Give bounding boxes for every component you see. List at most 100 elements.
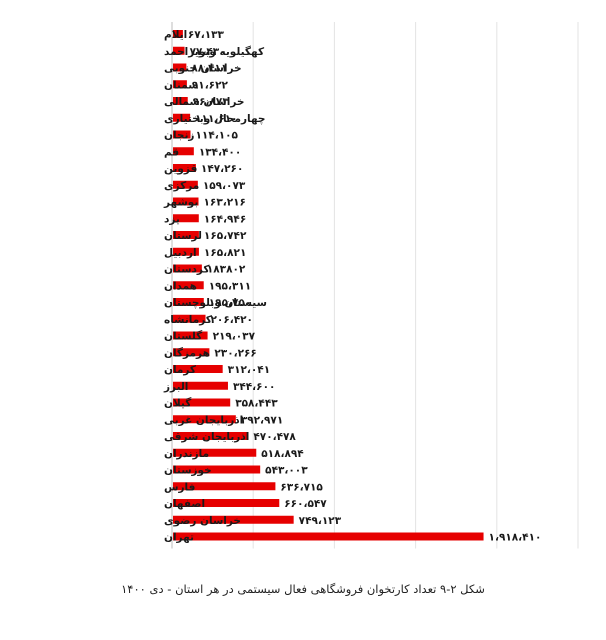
value-label-2: ۸۸،۴۱۱: [191, 63, 227, 75]
value-label-12: ۱۶۵،۷۴۲: [204, 230, 247, 242]
bar-8: [173, 164, 196, 172]
bar-13: [173, 247, 199, 256]
bar-2: [173, 63, 187, 72]
bar-24: [173, 432, 249, 440]
value-label-8: ۱۴۷،۲۶۰: [201, 163, 243, 175]
value-label-9: ۱۵۹،۰۷۳: [203, 180, 246, 192]
bar-15: [173, 281, 204, 290]
category-label-22: گیلان: [164, 397, 192, 410]
bar-26: [173, 465, 261, 474]
value-label-22: ۳۵۸،۴۴۳: [235, 398, 278, 410]
category-label-20: کرمان: [164, 364, 197, 376]
category-label-25: مازندران: [164, 448, 209, 460]
value-label-19: ۲۳۰،۲۶۶: [214, 347, 256, 359]
category-label-10: بوشهر: [163, 197, 198, 209]
category-label-30: تهران: [164, 532, 194, 544]
bar-16: [173, 298, 204, 306]
value-label-16: ۱۹۵،۷۵۰: [209, 297, 251, 309]
bar-30: [173, 532, 484, 541]
category-label-9: مرکزی: [164, 180, 199, 192]
category-label-29: خراسان رضوی: [164, 515, 241, 527]
value-label-28: ۶۶۰،۵۴۷: [284, 498, 327, 510]
grid-lines: [252, 22, 579, 549]
value-label-23: ۳۹۲،۹۷۱: [241, 414, 283, 426]
value-label-14: ۱۸۳۸۰۲: [207, 264, 246, 276]
value-label-13: ۱۶۵،۸۲۱: [204, 247, 246, 259]
value-label-21: ۳۴۴،۶۰۰: [233, 381, 275, 393]
category-label-15: همدان: [164, 280, 197, 292]
value-label-24: ۴۷۰،۴۷۸: [253, 431, 296, 443]
bar-3: [173, 80, 187, 89]
bar-4: [173, 97, 188, 105]
value-label-4: ۹۶،۸۷۳: [193, 96, 230, 108]
value-label-0: ۶۷،۱۳۳: [188, 29, 225, 41]
bar-29: [173, 515, 294, 524]
category-label-12: لرستان: [164, 230, 202, 242]
category-label-16: سیستان وبلوچستان: [164, 297, 267, 309]
bar-chart: ایلام کهگیلویه وبویراحمد خراسان جنوبی سمنان…: [163, 22, 579, 549]
value-label-3: ۹۱،۶۲۲: [192, 79, 229, 91]
category-label-19: هرمزگان: [164, 346, 210, 359]
bar-10: [173, 197, 199, 206]
value-label-25: ۵۱۸،۸۹۴: [261, 448, 304, 460]
category-label-2: خراسان جنوبی: [164, 63, 242, 75]
bar-12: [173, 231, 199, 239]
value-label-11: ۱۶۴،۹۴۶: [204, 213, 246, 225]
category-label-13: اردبیل: [164, 247, 197, 259]
value-label-26: ۵۴۳،۰۰۳: [265, 465, 308, 477]
category-label-26: خوزستان: [164, 465, 212, 477]
value-label-10: ۱۶۳،۲۱۶: [204, 197, 246, 209]
value-label-1: ۷۷،۴۳۰: [190, 46, 226, 58]
category-label-0: ایلام: [164, 29, 187, 41]
chart-caption: شکل ۲-۹ تعداد کارتخوان فروشگاهی فعال سیس…: [121, 582, 485, 596]
bar-25: [173, 448, 257, 457]
bar-7: [173, 147, 194, 156]
category-label-24: اذربایجان شرقی: [164, 431, 249, 443]
bar-22: [173, 398, 231, 407]
category-label-1: کهگیلویه وبویراحمد: [164, 45, 265, 58]
category-label-27: فارس: [164, 481, 195, 493]
value-label-5: ۱۱۱،۶۱۰: [195, 113, 237, 125]
bar-17: [173, 314, 206, 323]
category-label-11: یزد: [164, 213, 180, 225]
bars: [173, 30, 484, 541]
category-label-28: اصفهان: [164, 498, 205, 510]
bar-20: [173, 365, 223, 373]
value-label-20: ۳۱۲،۰۴۱: [228, 364, 270, 376]
bar-0: [173, 30, 183, 38]
category-label-8: قزوین: [164, 163, 197, 175]
value-label-7: ۱۳۴،۴۰۰: [199, 146, 241, 158]
category-label-17: کرمانشاه: [164, 314, 213, 326]
category-label-7: قم: [164, 146, 179, 158]
bar-21: [173, 381, 228, 390]
category-label-5: چهارمحال وبختیاری: [164, 113, 265, 125]
category-label-3: سمنان: [164, 79, 199, 91]
bar-9: [173, 180, 198, 189]
bar-5: [173, 113, 191, 122]
value-label-27: ۶۳۶،۷۱۵: [280, 481, 323, 493]
category-labels: ایلام کهگیلویه وبویراحمد خراسان جنوبی سمنان…: [163, 29, 267, 544]
value-label-30: ۱،۹۱۸،۴۱۰: [489, 532, 542, 544]
bar-27: [173, 482, 276, 491]
category-label-6: زنجان: [164, 130, 194, 142]
value-label-15: ۱۹۵،۳۱۱: [209, 280, 251, 292]
value-label-17: ۲۰۶،۴۲۰: [211, 314, 253, 326]
value-label-6: ۱۱۴،۱۰۵: [196, 130, 239, 142]
category-label-18: گلستان: [164, 330, 203, 343]
bar-23: [173, 415, 236, 424]
bar-18: [173, 331, 208, 340]
bar-11: [173, 214, 199, 223]
category-label-4: خراسان شمالی: [164, 96, 244, 108]
bar-1: [173, 46, 185, 55]
value-label-29: ۷۴۹،۱۲۳: [299, 515, 342, 527]
category-label-14: کردستان: [164, 264, 210, 276]
value-labels: ۶۷،۱۳۳ ۷۷،۴۳۰ ۸۸،۴۱۱ ۹۱،۶۲۲ ۹۶،۸۷۳ ۱۱۱،۶۱۰ ۱۱۴…: [188, 29, 541, 544]
bar-6: [173, 130, 191, 139]
category-label-21: البرز: [163, 381, 188, 393]
bar-28: [173, 499, 280, 507]
category-label-23: اذربایجان غربی: [164, 414, 243, 426]
value-label-18: ۲۱۹،۰۳۷: [213, 331, 256, 343]
bar-19: [173, 348, 210, 357]
bar-14: [173, 264, 202, 273]
